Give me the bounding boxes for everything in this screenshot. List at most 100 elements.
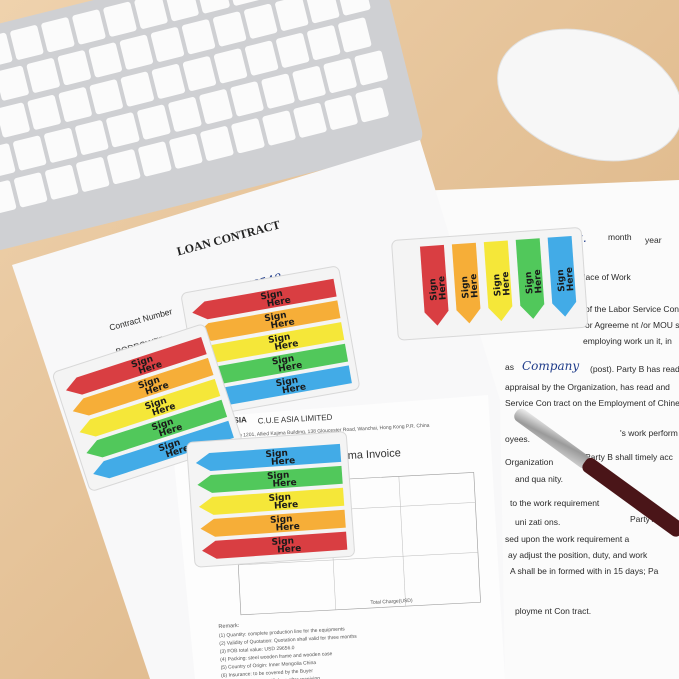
flag-shape: [200, 509, 346, 537]
invoice-note: (5) Country of Origin: Inner Mongolia Ch…: [220, 660, 316, 671]
document-text: Party B shall timely acc: [585, 452, 674, 462]
key: [213, 48, 248, 84]
key: [150, 27, 185, 62]
key: [338, 17, 372, 53]
key: [137, 104, 171, 140]
key: [168, 97, 202, 132]
key: [57, 50, 91, 86]
key: [0, 102, 30, 138]
key: [88, 42, 122, 78]
flag-text: Here: [275, 522, 300, 534]
flag-shape: [72, 357, 214, 416]
flag-text: Here: [277, 544, 302, 556]
key: [275, 0, 309, 31]
key: [58, 87, 92, 122]
flag-text: Sign: [271, 354, 295, 368]
flag-text: Here: [281, 382, 307, 396]
key: [107, 149, 141, 185]
flag-shape: [86, 399, 228, 458]
key: [230, 81, 264, 117]
flag-shape: [547, 236, 577, 317]
flag-text: Here: [469, 273, 481, 298]
key: [244, 3, 278, 39]
key: [10, 25, 44, 60]
document-text: Service Con tract on the Employment of C…: [505, 398, 679, 408]
flag-text: Sign: [268, 492, 291, 504]
key: [0, 65, 29, 101]
key: [245, 40, 279, 76]
document-text: Organization: [505, 457, 553, 467]
document-text: appraisal by the Organization, has read …: [505, 382, 670, 392]
invoice-logo: ASIA: [227, 415, 247, 425]
key: [106, 112, 140, 148]
invoice-note: (6) Insurance: to be covered by the Buye…: [221, 668, 314, 679]
mouse: [497, 28, 679, 162]
key: [0, 143, 16, 179]
flag-shape: [203, 343, 349, 385]
flag-text: Sign: [264, 311, 288, 325]
flag-text: Sign: [267, 332, 291, 346]
key: [182, 56, 217, 91]
document-text: (post). Party B has read and: [590, 364, 679, 374]
flag-shape: [207, 365, 352, 406]
flag-text: Here: [565, 267, 577, 292]
document-text: 's work perform: [620, 428, 678, 438]
key: [14, 172, 48, 208]
key: [169, 133, 203, 169]
key: [120, 71, 154, 107]
flag-text: Sign: [492, 274, 504, 297]
flag-text: Sign: [428, 278, 440, 301]
flag-shape: [515, 238, 545, 319]
flag-text: Sign: [524, 271, 536, 294]
flag-text: Sign: [260, 289, 284, 303]
flag-text: Sign: [275, 376, 299, 390]
key: [0, 32, 13, 68]
flag-text: Here: [271, 456, 296, 468]
invoice-note: (4) Packing: steel wooden frame and wood…: [220, 651, 333, 663]
flag-text: Here: [437, 276, 449, 301]
key: [231, 118, 265, 154]
flag-shape: [419, 244, 449, 326]
flag-text: Here: [266, 296, 292, 310]
flag-shape: [192, 278, 337, 320]
flag-text: Sign: [556, 269, 568, 292]
flag-shape: [198, 487, 345, 515]
key: [196, 0, 230, 14]
flag-text: Sign: [271, 536, 294, 548]
flag-text: Here: [274, 500, 299, 512]
key: [355, 87, 389, 123]
flag-text: Here: [272, 478, 297, 490]
flag-shape: [197, 465, 343, 493]
flag-text: Here: [270, 317, 296, 331]
document-text: sed upon the work requirement a: [505, 534, 630, 544]
flag-shape: [79, 378, 221, 437]
document-text: uni zati ons.: [515, 517, 560, 527]
flag-shape: [196, 300, 341, 341]
key: [324, 95, 358, 130]
key: [306, 0, 340, 24]
key: [337, 0, 371, 16]
key: [262, 110, 296, 146]
key: [103, 1, 137, 37]
document-text: Place of Work: [578, 272, 632, 282]
document-text: ay adjust the position, duty, and work: [508, 550, 648, 560]
flag-text: Here: [533, 269, 545, 294]
key: [323, 58, 357, 93]
key: [151, 64, 186, 99]
flag-text: Here: [274, 339, 300, 353]
flag-text: Here: [501, 271, 513, 296]
